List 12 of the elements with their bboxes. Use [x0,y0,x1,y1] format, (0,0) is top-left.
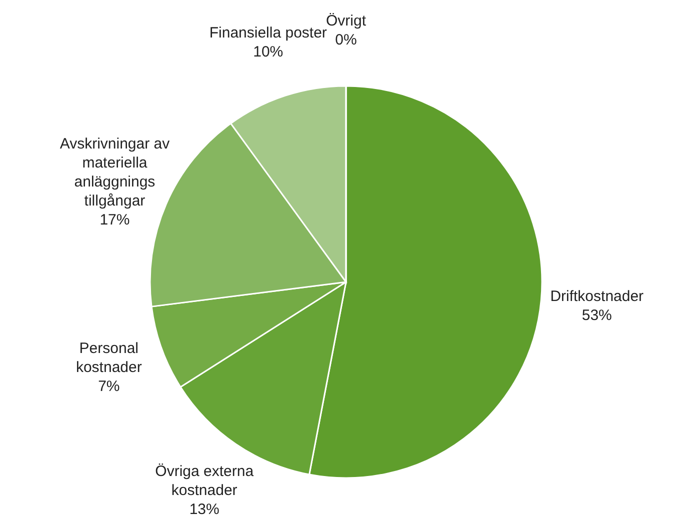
data-label: 7% [98,378,120,396]
slice-label: Personal kostnader [76,340,142,376]
slice-label: Driftkostnader [550,288,644,305]
slice-label: Övriga externa kostnader [155,463,254,500]
data-label: 10% [253,44,284,61]
category-label: Övrigt [326,12,366,30]
text: 0% [335,31,357,48]
data-label: 53% [582,306,612,324]
slice-label: Avskrivningar av materiella anläggnings tillgångar [60,136,170,210]
data-label: 17% [100,212,130,229]
data-label: 13% [189,501,220,518]
slice-label: Finansiella poster [209,24,327,42]
